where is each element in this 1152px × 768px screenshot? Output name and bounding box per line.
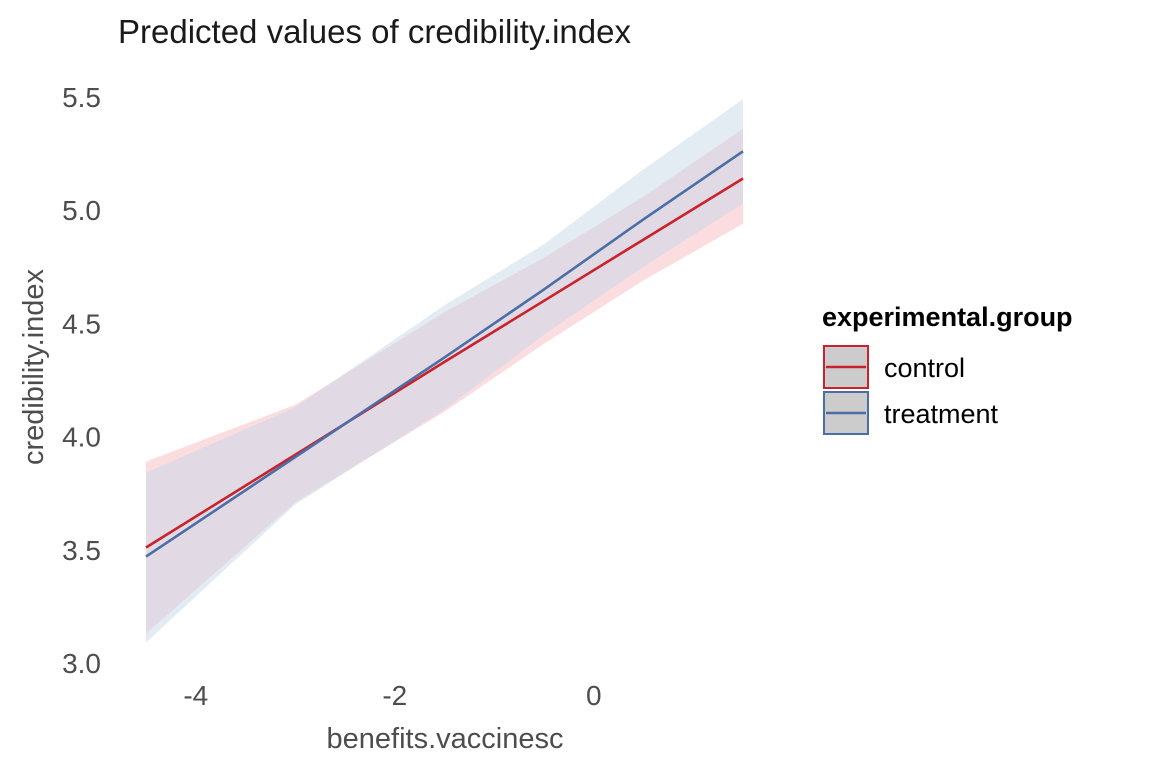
- confidence-bands: [146, 99, 743, 643]
- y-tick-label: 3.0: [62, 648, 101, 679]
- x-axis-ticks: -4 -2 0: [183, 680, 601, 711]
- x-tick-label: -2: [382, 680, 407, 711]
- legend-label: control: [884, 353, 965, 383]
- x-tick-label: -4: [183, 680, 208, 711]
- y-tick-label: 5.5: [62, 82, 101, 113]
- line-control: [145, 177, 744, 549]
- y-tick-label: 4.0: [62, 422, 101, 453]
- y-axis-ticks: 3.0 3.5 4.0 4.5 5.0 5.5: [62, 82, 101, 679]
- ci-band-treatment: [146, 99, 743, 643]
- y-tick-label: 3.5: [62, 535, 101, 566]
- legend: experimental.group control treatment: [822, 302, 1073, 435]
- legend-label: treatment: [884, 399, 999, 429]
- y-tick-label: 5.0: [62, 195, 101, 226]
- legend-item-control: control: [823, 345, 965, 389]
- series-lines: [145, 150, 744, 558]
- x-tick-label: 0: [586, 680, 602, 711]
- y-tick-label: 4.5: [62, 308, 101, 339]
- x-axis-label: benefits.vaccinesc: [327, 723, 564, 755]
- y-axis-label: credibility.index: [18, 268, 50, 465]
- legend-title: experimental.group: [822, 302, 1073, 332]
- line-treatment: [145, 150, 744, 558]
- legend-item-treatment: treatment: [823, 391, 999, 435]
- chart-title: Predicted values of credibility.index: [118, 13, 631, 50]
